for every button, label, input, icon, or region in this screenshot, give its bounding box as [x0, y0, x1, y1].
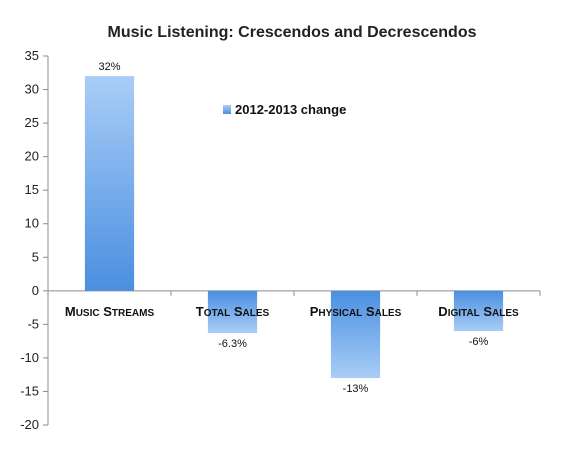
- labels: 32% MUSIC STREAMS -6.3% TOTAL SALES -13% PHYS…: [65, 61, 519, 395]
- bars: [84, 76, 504, 379]
- data-label: -6.3%: [218, 338, 247, 350]
- y-tick-label: 10: [25, 216, 39, 231]
- category-label: DIGITAL SALES: [438, 304, 519, 319]
- y-tick-label: 15: [25, 182, 39, 197]
- y-tick-label: -20: [20, 417, 39, 432]
- y-tick-label: 25: [25, 115, 39, 130]
- y-tick-label: 0: [32, 283, 39, 298]
- y-tick-label: -15: [20, 383, 39, 398]
- category-label: MUSIC STREAMS: [65, 304, 155, 319]
- category-label: TOTAL SALES: [196, 304, 270, 319]
- legend-label: 2012-2013 change: [235, 102, 346, 117]
- y-tick-label: 30: [25, 82, 39, 97]
- data-label: 32%: [98, 61, 120, 73]
- data-label: -6%: [469, 336, 489, 348]
- bar: [453, 290, 504, 332]
- legend-swatch: [223, 105, 231, 114]
- legend: 2012-2013 change: [223, 102, 346, 117]
- y-tick-label: 35: [25, 48, 39, 63]
- bar: [84, 76, 135, 291]
- bar: [207, 290, 258, 334]
- y-tick-label: -5: [27, 316, 39, 331]
- category-label: PHYSICAL SALES: [310, 304, 402, 319]
- y-tick-label: 5: [32, 249, 39, 264]
- y-tick-label: 20: [25, 149, 39, 164]
- data-label: -13%: [343, 383, 369, 395]
- axes: 35 30 25 20 15 10 5 0 -5 -10 -15 -20: [20, 48, 541, 432]
- y-tick-label: -10: [20, 350, 39, 365]
- bar: [330, 290, 381, 379]
- chart-title: Music Listening: Crescendos and Decresce…: [108, 24, 477, 41]
